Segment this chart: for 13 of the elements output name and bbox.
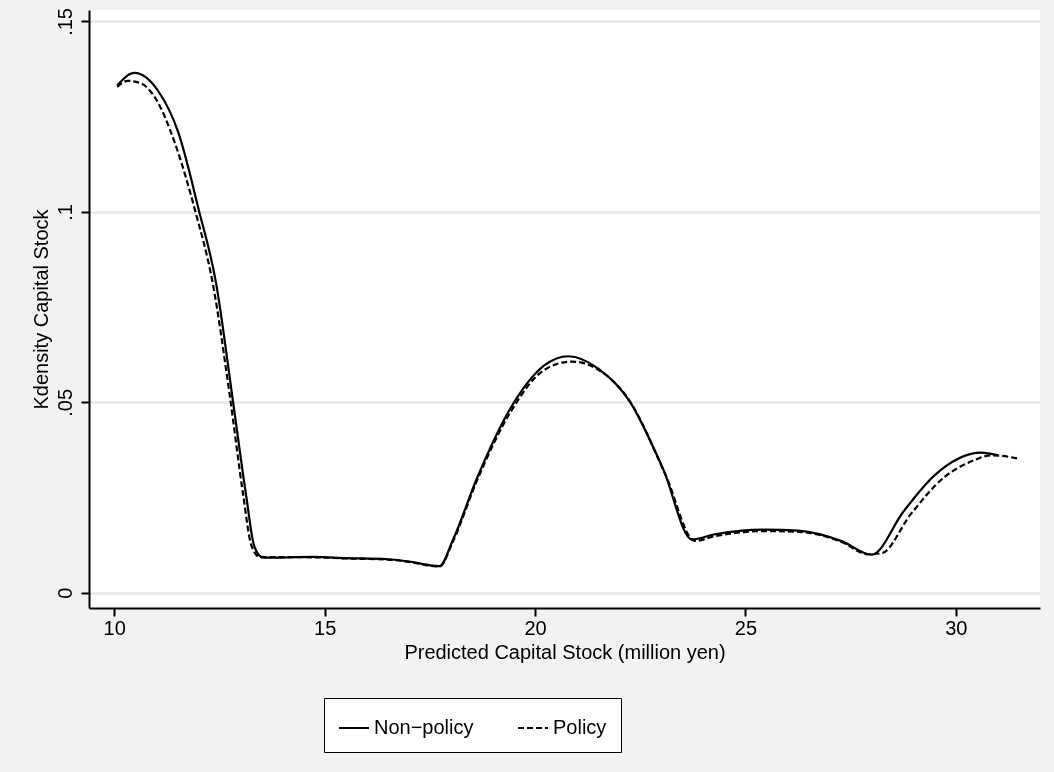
y-tick-label: .05: [53, 388, 76, 417]
x-tick-label: 25: [734, 616, 758, 639]
x-axis-title: Predicted Capital Stock (million yen): [404, 640, 726, 663]
legend-label: Policy: [553, 716, 607, 738]
x-tick-label: 30: [945, 616, 968, 639]
x-tick-label: 20: [524, 616, 547, 639]
y-tick-label: .15: [53, 8, 76, 36]
y-axis-title: Kdensity Capital Stock: [29, 208, 52, 410]
x-tick-label: 10: [103, 616, 126, 639]
x-tick-label: 15: [314, 616, 337, 639]
y-tick-label: 0: [53, 587, 76, 599]
legend-label: Non−policy: [374, 716, 474, 738]
y-tick-label: .1: [53, 204, 76, 221]
